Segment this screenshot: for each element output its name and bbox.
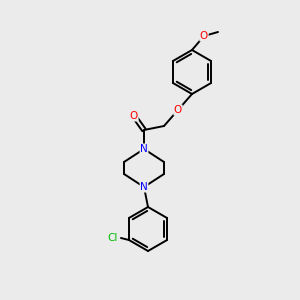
Text: N: N xyxy=(140,182,148,192)
Text: N: N xyxy=(140,144,148,154)
Text: O: O xyxy=(130,111,138,121)
Text: Cl: Cl xyxy=(108,233,118,243)
Text: O: O xyxy=(200,31,208,41)
Text: O: O xyxy=(174,105,182,115)
